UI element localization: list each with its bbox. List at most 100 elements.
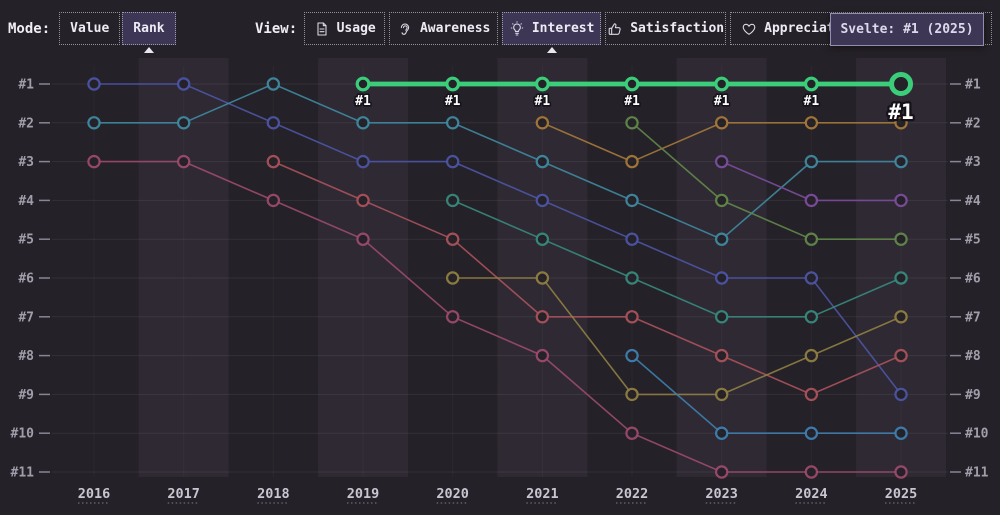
data-point-maroon[interactable] bbox=[445, 310, 460, 324]
data-point-indigo[interactable] bbox=[445, 154, 460, 169]
data-point-sage[interactable] bbox=[714, 193, 729, 208]
y-axis-label-left: #4 bbox=[18, 194, 34, 209]
data-point-teal-green[interactable] bbox=[625, 271, 639, 285]
data-point-teal[interactable] bbox=[176, 116, 191, 130]
data-point-purple[interactable] bbox=[714, 154, 729, 169]
data-point-maroon[interactable] bbox=[625, 426, 639, 440]
data-point-indigo[interactable] bbox=[535, 193, 550, 208]
x-axis-year-label[interactable]: 2024 bbox=[795, 486, 828, 502]
data-point-indigo[interactable] bbox=[176, 77, 191, 91]
series-line-sage bbox=[631, 122, 902, 240]
data-point-teal[interactable] bbox=[445, 116, 460, 130]
mode-rank-button[interactable]: Rank bbox=[122, 12, 176, 53]
data-point-red[interactable] bbox=[356, 193, 370, 208]
data-point-Svelte[interactable] bbox=[803, 76, 819, 92]
data-point-Svelte-current[interactable] bbox=[889, 72, 914, 96]
data-point-maroon[interactable] bbox=[176, 154, 191, 169]
data-point-purple[interactable] bbox=[804, 193, 819, 208]
data-point-olive[interactable] bbox=[535, 271, 550, 285]
x-axis-year-label[interactable]: 2023 bbox=[705, 486, 738, 502]
data-point-maroon[interactable] bbox=[266, 193, 281, 208]
data-point-red[interactable] bbox=[535, 310, 550, 324]
data-point-teal-green[interactable] bbox=[535, 232, 550, 246]
data-point-bright-blue[interactable] bbox=[894, 426, 908, 440]
y-axis-label-right: #5 bbox=[965, 233, 981, 248]
data-point-red[interactable] bbox=[625, 310, 639, 324]
data-point-olive[interactable] bbox=[625, 387, 639, 402]
data-point-teal[interactable] bbox=[356, 116, 370, 130]
tab-interest[interactable]: Interest bbox=[502, 12, 602, 53]
x-axis-year-label[interactable]: 2021 bbox=[526, 486, 559, 502]
data-point-indigo[interactable] bbox=[894, 387, 908, 402]
data-point-maroon[interactable] bbox=[804, 465, 819, 479]
data-point-olive[interactable] bbox=[804, 348, 819, 363]
data-point-sage[interactable] bbox=[804, 232, 819, 246]
data-point-bright-blue[interactable] bbox=[714, 426, 729, 440]
data-point-orange[interactable] bbox=[804, 116, 819, 130]
data-point-red[interactable] bbox=[804, 387, 819, 402]
data-point-indigo[interactable] bbox=[87, 77, 101, 91]
data-point-olive[interactable] bbox=[894, 310, 908, 324]
series-line-red bbox=[273, 160, 902, 396]
data-point-indigo[interactable] bbox=[714, 271, 729, 285]
data-point-teal[interactable] bbox=[625, 193, 639, 208]
data-point-indigo[interactable] bbox=[625, 232, 639, 246]
data-point-teal[interactable] bbox=[87, 116, 101, 130]
x-axis-year-label[interactable]: 2016 bbox=[78, 486, 111, 502]
data-point-sage[interactable] bbox=[894, 232, 908, 246]
thumbs-up-icon bbox=[608, 22, 621, 35]
data-point-maroon[interactable] bbox=[356, 232, 370, 246]
tab-awareness[interactable]: Awareness bbox=[389, 12, 499, 45]
data-point-olive[interactable] bbox=[445, 271, 460, 285]
data-point-maroon[interactable] bbox=[714, 465, 729, 479]
data-point-maroon[interactable] bbox=[87, 154, 101, 169]
tab-satisfaction-label: Satisfaction bbox=[630, 21, 725, 36]
x-axis-year-label[interactable]: 2025 bbox=[885, 486, 918, 502]
data-point-Svelte[interactable] bbox=[714, 76, 730, 92]
data-point-orange[interactable] bbox=[714, 116, 729, 130]
tab-usage[interactable]: Usage bbox=[304, 12, 386, 45]
data-point-red[interactable] bbox=[266, 154, 281, 169]
data-point-bright-blue[interactable] bbox=[804, 426, 819, 440]
data-point-teal[interactable] bbox=[535, 154, 550, 169]
data-point-olive[interactable] bbox=[714, 387, 729, 402]
data-point-indigo[interactable] bbox=[356, 154, 370, 169]
x-axis-year-label[interactable]: 2017 bbox=[167, 486, 200, 502]
data-point-Svelte[interactable] bbox=[624, 76, 640, 92]
data-point-orange[interactable] bbox=[894, 116, 908, 130]
data-point-purple[interactable] bbox=[894, 193, 908, 208]
tab-satisfaction[interactable]: Satisfaction bbox=[605, 12, 727, 45]
x-axis-year-label[interactable]: 2018 bbox=[257, 486, 290, 502]
data-point-teal[interactable] bbox=[804, 154, 819, 169]
data-point-teal[interactable] bbox=[714, 232, 729, 246]
y-axis-label-left: #6 bbox=[18, 272, 34, 287]
data-point-red[interactable] bbox=[894, 348, 908, 363]
mode-rank-label: Rank bbox=[133, 21, 165, 36]
data-point-maroon[interactable] bbox=[535, 348, 550, 363]
data-point-Svelte[interactable] bbox=[445, 76, 461, 92]
data-point-maroon[interactable] bbox=[894, 465, 908, 479]
data-point-orange[interactable] bbox=[535, 116, 550, 130]
data-point-teal[interactable] bbox=[894, 154, 908, 169]
data-point-red[interactable] bbox=[714, 348, 729, 363]
series-line-maroon bbox=[94, 160, 902, 473]
data-point-sage[interactable] bbox=[625, 116, 639, 130]
data-point-teal-green[interactable] bbox=[714, 310, 729, 324]
data-point-bright-blue[interactable] bbox=[625, 348, 639, 363]
mode-toggle-group: Mode: Value Rank bbox=[8, 12, 176, 53]
data-point-Svelte[interactable] bbox=[534, 76, 550, 92]
data-point-indigo[interactable] bbox=[266, 116, 281, 130]
x-axis-year-label[interactable]: 2022 bbox=[616, 486, 649, 502]
data-point-teal-green[interactable] bbox=[804, 310, 819, 324]
data-point-indigo[interactable] bbox=[804, 271, 819, 285]
data-point-red[interactable] bbox=[445, 232, 460, 246]
data-point-teal-green[interactable] bbox=[445, 193, 460, 208]
data-point-orange[interactable] bbox=[625, 154, 639, 169]
data-point-Svelte[interactable] bbox=[355, 76, 371, 92]
x-axis-year-label[interactable]: 2020 bbox=[436, 486, 469, 502]
data-point-teal[interactable] bbox=[266, 77, 281, 91]
mode-value-button[interactable]: Value bbox=[59, 12, 121, 45]
data-point-teal-green[interactable] bbox=[894, 271, 908, 285]
x-axis-year-label[interactable]: 2019 bbox=[347, 486, 380, 502]
y-axis-label-right: #9 bbox=[965, 388, 981, 403]
